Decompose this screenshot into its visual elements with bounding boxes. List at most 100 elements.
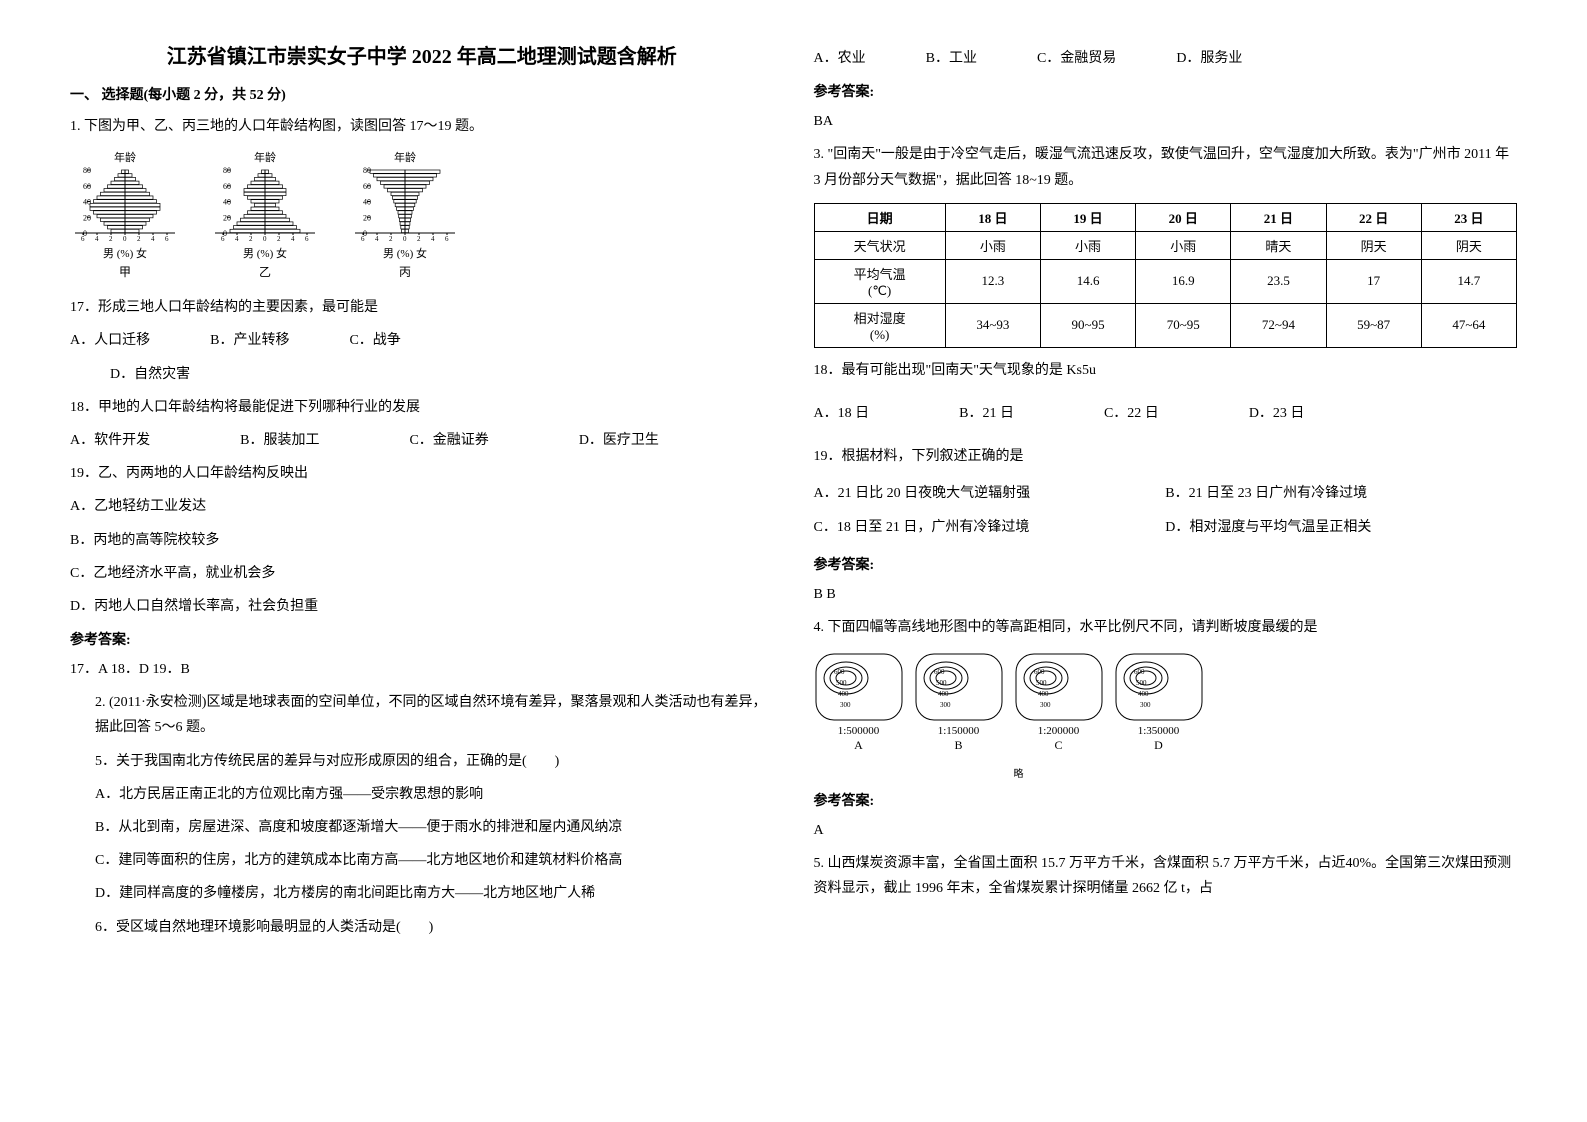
q17-opt-c: C．战争 <box>349 328 400 353</box>
q18-opt-a: A．软件开发 <box>70 428 150 453</box>
td: 阴天 <box>1326 231 1421 259</box>
td: 阴天 <box>1421 231 1516 259</box>
svg-text:2: 2 <box>109 235 113 243</box>
th: 日期 <box>814 203 945 231</box>
answer-text-3: B B <box>814 582 1518 607</box>
q5-opt-c: C．建同等面积的住房，北方的建筑成本比南方高——北方地区地价和建筑材料价格高 <box>95 848 774 873</box>
q19b-stem: 19．根据材料，下列叙述正确的是 <box>814 444 1518 469</box>
svg-text:0: 0 <box>123 235 127 243</box>
q6-opt-c: C．金融贸易 <box>1037 46 1116 71</box>
table-row: 相对湿度(%) 34~93 90~95 70~95 72~94 59~87 47… <box>814 303 1517 347</box>
topo-b-letter: B <box>954 738 962 753</box>
td: 相对湿度(%) <box>814 303 945 347</box>
q17-opt-a: A．人口迁移 <box>70 328 150 353</box>
td: 72~94 <box>1231 303 1326 347</box>
page-title: 江苏省镇江市崇实女子中学 2022 年高二地理测试题含解析 <box>70 40 774 69</box>
topo-d-scale: 1:350000 <box>1138 725 1180 737</box>
pyramid-yi: 年龄 8060402006420246 男 (%) 女 乙 <box>210 149 320 280</box>
topo-container: 600500400300 1:500000 A 600500400300 1:1… <box>814 652 1518 753</box>
td: 16.9 <box>1136 259 1231 303</box>
td: 59~87 <box>1326 303 1421 347</box>
topo-d-svg: 600500400300 <box>1114 652 1204 722</box>
td: 平均气温(℃) <box>814 259 945 303</box>
svg-text:2: 2 <box>277 235 281 243</box>
answer-label-2: 参考答案: <box>814 81 1518 101</box>
pyramid-yi-name: 乙 <box>259 263 271 280</box>
topo-b: 600500400300 1:150000 B <box>914 652 1004 753</box>
q1-intro: 1. 下图为甲、乙、丙三地的人口年龄结构图，读图回答 17～19 题。 <box>70 114 774 139</box>
q6-opt-b: B．工业 <box>926 46 977 71</box>
svg-text:500: 500 <box>836 679 847 687</box>
th: 23 日 <box>1421 203 1516 231</box>
q17-opt-b: B．产业转移 <box>210 328 289 353</box>
svg-text:0: 0 <box>403 235 407 243</box>
q18-opt-d: D．医疗卫生 <box>579 428 659 453</box>
td: 天气状况 <box>814 231 945 259</box>
q5b-text: 5. 山西煤炭资源丰富，全省国土面积 15.7 万平方千米，含煤面积 5.7 万… <box>814 851 1518 901</box>
q19b-opt-b: B．21 日至 23 日广州有冷锋过境 <box>1165 481 1517 506</box>
q19-opt-b: B．丙地的高等院校较多 <box>70 528 774 553</box>
right-column: A．农业 B．工业 C．金融贸易 D．服务业 参考答案: B A 3. "回南天"… <box>794 40 1538 1082</box>
q3-intro: 3. "回南天"一般是由于冷空气走后，暖湿气流迅速反攻，致使气温回升，空气湿度加… <box>814 142 1518 192</box>
q19-opt-c: C．乙地经济水平高，就业机会多 <box>70 561 774 586</box>
q6-opt-d: D．服务业 <box>1176 46 1242 71</box>
q18b-opt-c: C．22 日 <box>1104 401 1159 426</box>
pyramid-bing-svg: 8060402006420246 <box>350 165 460 245</box>
q18b-stem: 18．最有可能出现"回南天"天气现象的是 Ks5u <box>814 358 1518 383</box>
svg-text:600: 600 <box>1134 668 1145 676</box>
svg-text:300: 300 <box>840 701 851 709</box>
svg-text:6: 6 <box>361 235 365 243</box>
q5-stem: 5．关于我国南北方传统民居的差异与对应形成原因的组合，正确的是( ) <box>95 749 774 774</box>
pyramid-jia-svg: 8060402006420246 <box>70 165 180 245</box>
answer-text-1: 17．A 18．D 19．B <box>70 657 774 682</box>
q6-opt-a: A．农业 <box>814 46 866 71</box>
pyramid-container: 年龄 8060402006420246 男 (%) 女 甲 年龄 8060402… <box>70 149 774 280</box>
td: 90~95 <box>1040 303 1135 347</box>
svg-text:4: 4 <box>291 235 295 243</box>
topo-sublabel: 略 <box>1014 765 1518 780</box>
topo-c-svg: 600500400300 <box>1014 652 1104 722</box>
pyramid-x-label: 男 (%) 女 <box>383 245 427 261</box>
topo-c-letter: C <box>1054 738 1062 753</box>
answer-text-4: A <box>814 818 1518 843</box>
svg-text:2: 2 <box>389 235 393 243</box>
svg-text:400: 400 <box>1038 690 1049 698</box>
svg-text:2: 2 <box>249 235 253 243</box>
answer-label-3: 参考答案: <box>814 554 1518 574</box>
q19b-options: A．21 日比 20 日夜晚大气逆辐射强 B．21 日至 23 日广州有冷锋过境… <box>814 477 1518 543</box>
q19b-opt-c: C．18 日至 21 日，广州有冷锋过境 <box>814 515 1166 540</box>
q19-opt-a: A．乙地轻纺工业发达 <box>70 494 774 519</box>
pyramid-y-title: 年龄 <box>114 149 136 165</box>
topo-d-letter: D <box>1154 738 1163 753</box>
q19b-opt-a: A．21 日比 20 日夜晚大气逆辐射强 <box>814 481 1166 506</box>
topo-c: 600500400300 1:200000 C <box>1014 652 1104 753</box>
q18b-opt-d: D．23 日 <box>1249 401 1305 426</box>
svg-text:400: 400 <box>838 690 849 698</box>
svg-text:6: 6 <box>221 235 225 243</box>
svg-text:4: 4 <box>95 235 99 243</box>
pyramid-y-title: 年龄 <box>394 149 416 165</box>
topo-b-scale: 1:150000 <box>938 725 980 737</box>
th: 22 日 <box>1326 203 1421 231</box>
th: 21 日 <box>1231 203 1326 231</box>
svg-text:6: 6 <box>81 235 85 243</box>
svg-text:400: 400 <box>938 690 949 698</box>
topo-a: 600500400300 1:500000 A <box>814 652 904 753</box>
answer-label-1: 参考答案: <box>70 629 774 649</box>
th: 19 日 <box>1040 203 1135 231</box>
q18b-options: A．18 日 B．21 日 C．22 日 D．23 日 <box>814 401 1518 426</box>
svg-text:2: 2 <box>137 235 141 243</box>
pyramid-x-label: 男 (%) 女 <box>243 245 287 261</box>
svg-text:500: 500 <box>1036 679 1047 687</box>
q6-options: A．农业 B．工业 C．金融贸易 D．服务业 <box>814 46 1518 71</box>
section-header: 一、 选择题(每小题 2 分，共 52 分) <box>70 84 774 104</box>
svg-text:4: 4 <box>375 235 379 243</box>
pyramid-yi-svg: 8060402006420246 <box>210 165 320 245</box>
th: 20 日 <box>1136 203 1231 231</box>
weather-table: 日期 18 日 19 日 20 日 21 日 22 日 23 日 天气状况 小雨… <box>814 203 1518 348</box>
svg-text:4: 4 <box>151 235 155 243</box>
topo-a-scale: 1:500000 <box>838 725 880 737</box>
svg-text:6: 6 <box>445 235 449 243</box>
td: 23.5 <box>1231 259 1326 303</box>
q17-options-row1: A．人口迁移 B．产业转移 C．战争 <box>70 328 774 353</box>
